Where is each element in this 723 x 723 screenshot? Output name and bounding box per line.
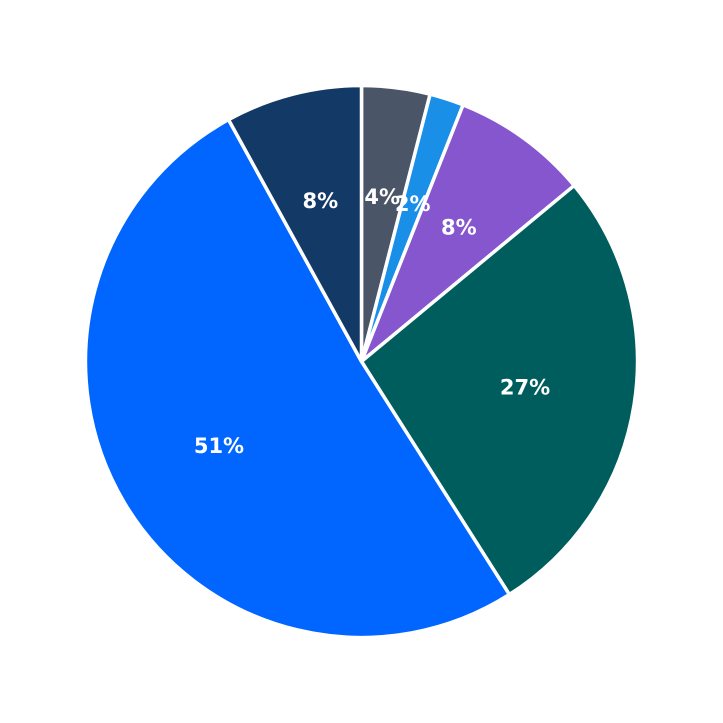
pie-slice-3 bbox=[359, 183, 640, 597]
pie-slice-label-4: 51% bbox=[194, 434, 244, 458]
pie-slices bbox=[83, 83, 640, 640]
pie-labels: 4%2% 8% 27% 51% 8% bbox=[194, 185, 550, 458]
pie-slice-label-2: 8% bbox=[441, 216, 477, 240]
pie-slice-label-5: 8% bbox=[302, 189, 338, 213]
pie-slice-5 bbox=[226, 83, 364, 364]
pie-slice-4 bbox=[83, 117, 512, 640]
pie-slice-label-1: 2% bbox=[395, 192, 431, 216]
pie-slice-2 bbox=[359, 103, 576, 364]
pie-slice-label-3: 27% bbox=[500, 375, 550, 399]
pie-slice-label-0: 4% bbox=[364, 185, 400, 209]
